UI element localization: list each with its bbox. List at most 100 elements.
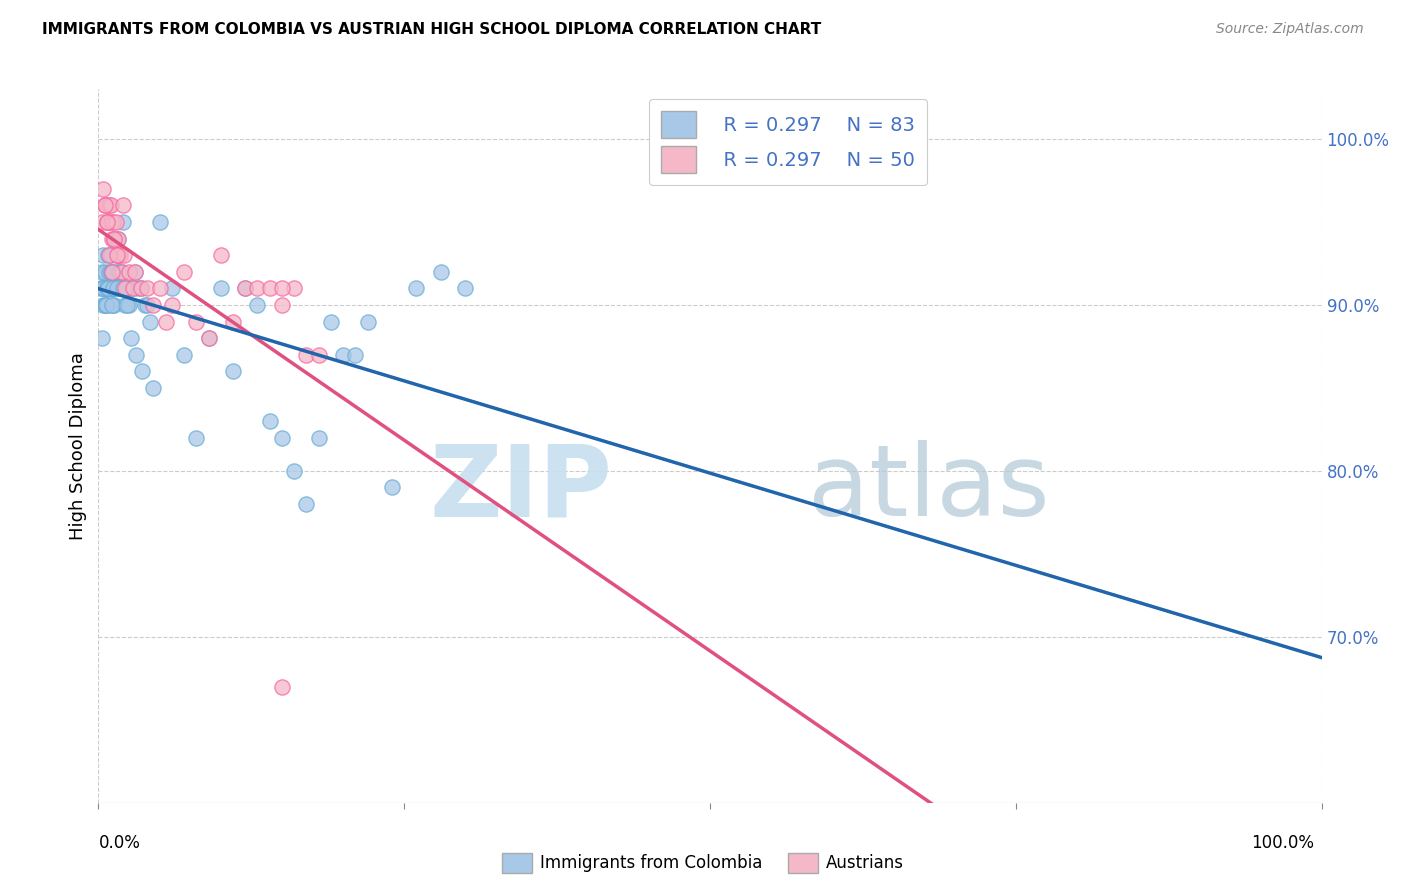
Point	[104, 215, 127, 229]
Point	[136, 298, 159, 312]
Point	[105, 281, 128, 295]
Point	[110, 281, 132, 295]
Point	[149, 281, 172, 295]
Point	[134, 298, 156, 312]
Point	[121, 281, 143, 295]
Point	[97, 248, 120, 262]
Point	[91, 298, 114, 312]
Point	[97, 281, 120, 295]
Point	[114, 281, 136, 295]
Point	[120, 281, 142, 295]
Legend:   R = 0.297    N = 83,   R = 0.297    N = 50: R = 0.297 N = 83, R = 0.297 N = 50	[648, 99, 927, 185]
Point	[94, 281, 117, 295]
Point	[105, 248, 128, 262]
Point	[430, 265, 453, 279]
Point	[197, 331, 219, 345]
Point	[246, 298, 269, 312]
Point	[97, 281, 120, 295]
Point	[142, 298, 165, 312]
Point	[96, 215, 118, 229]
Text: 0.0%: 0.0%	[98, 834, 141, 852]
Text: atlas: atlas	[808, 441, 1049, 537]
Point	[222, 314, 245, 328]
Point	[103, 298, 125, 312]
Point	[209, 281, 232, 295]
Point	[98, 265, 121, 279]
Point	[155, 314, 177, 328]
Point	[160, 298, 183, 312]
Point	[101, 281, 124, 295]
Point	[209, 248, 232, 262]
Point	[118, 298, 141, 312]
Point	[139, 314, 162, 328]
Point	[118, 265, 141, 279]
Point	[101, 265, 124, 279]
Point	[222, 364, 245, 378]
Point	[108, 265, 131, 279]
Point	[98, 248, 121, 262]
Point	[111, 198, 134, 212]
Point	[93, 281, 115, 295]
Point	[93, 265, 115, 279]
Point	[124, 265, 146, 279]
Point	[100, 198, 122, 212]
Point	[101, 265, 124, 279]
Point	[127, 281, 149, 295]
Point	[173, 265, 195, 279]
Point	[233, 281, 256, 295]
Point	[101, 298, 124, 312]
Point	[270, 298, 294, 312]
Point	[90, 281, 112, 295]
Point	[454, 281, 477, 295]
Point	[91, 281, 114, 295]
Point	[295, 348, 318, 362]
Point	[308, 431, 330, 445]
Point	[114, 298, 136, 312]
Point	[186, 431, 208, 445]
Point	[107, 231, 129, 245]
Point	[121, 281, 143, 295]
Point	[149, 215, 172, 229]
Point	[124, 265, 146, 279]
Point	[111, 281, 134, 295]
Point	[96, 215, 118, 229]
Point	[381, 481, 404, 495]
Point	[108, 248, 131, 262]
Point	[115, 298, 138, 312]
Y-axis label: High School Diploma: High School Diploma	[69, 352, 87, 540]
Point	[93, 198, 115, 212]
Point	[197, 331, 219, 345]
Point	[142, 381, 165, 395]
Point	[101, 215, 124, 229]
Point	[101, 298, 124, 312]
Point	[111, 265, 134, 279]
Point	[136, 281, 159, 295]
Point	[129, 281, 152, 295]
Point	[94, 298, 117, 312]
Point	[93, 298, 115, 312]
Point	[96, 281, 118, 295]
Point	[344, 348, 367, 362]
Point	[105, 281, 128, 295]
Point	[94, 298, 117, 312]
Point	[91, 215, 114, 229]
Point	[259, 281, 281, 295]
Point	[131, 364, 153, 378]
Text: ZIP: ZIP	[429, 441, 612, 537]
Point	[173, 348, 195, 362]
Point	[233, 281, 256, 295]
Point	[332, 348, 354, 362]
Point	[112, 248, 135, 262]
Point	[356, 314, 378, 328]
Point	[91, 182, 114, 196]
Point	[103, 231, 125, 245]
Point	[93, 198, 115, 212]
Point	[270, 680, 294, 694]
Point	[110, 248, 132, 262]
Point	[105, 248, 128, 262]
Point	[91, 281, 114, 295]
Point	[186, 314, 208, 328]
Point	[91, 248, 114, 262]
Point	[98, 281, 121, 295]
Point	[97, 215, 120, 229]
